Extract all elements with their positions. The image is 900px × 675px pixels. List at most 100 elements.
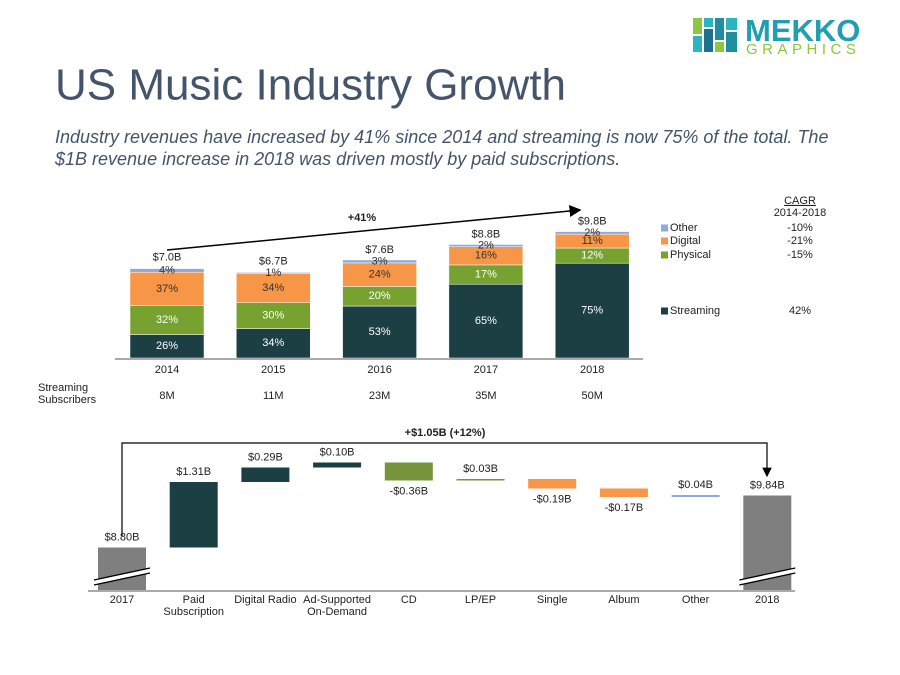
waterfall-bar [313,462,362,468]
value-label: $0.03B [463,463,498,475]
legend-label: Streaming [670,305,720,317]
value-label: -$0.19B [533,493,572,505]
total-label: $8.8B [472,228,501,240]
legend-label: Physical [670,249,711,261]
axis-break [739,568,796,585]
bar-segment [342,259,417,264]
page-title: US Music Industry Growth [55,61,566,110]
x-tick-label: Other [681,594,710,606]
segment-label: 24% [369,269,391,281]
legend-swatch [661,307,668,315]
waterfall-bar [98,547,146,590]
cagr-value: 42% [789,305,811,317]
x-tick-label: 2015 [261,364,285,376]
bridge-arrow [121,442,772,536]
bridge-annotation: +$1.05B (+12%) [405,427,486,439]
cagr-title: CAGR [784,195,816,207]
legend-swatch [661,224,668,232]
total-label: $9.8B [578,215,607,227]
growth-annotation: +41% [348,212,377,224]
waterfall-bar [528,479,577,489]
waterfall-bar [241,467,290,482]
waterfall-bar [599,488,648,497]
x-tick-label: 2017 [474,364,498,376]
logo-brand: MEKKO [745,13,860,48]
bar-segment [129,305,205,335]
value-label: $8.80B [105,531,140,543]
subscriber-value: 35M [475,390,496,402]
bar-segment [554,231,630,235]
segment-label: 20% [369,290,391,302]
axis-break-line [739,567,796,581]
waterfall-bar [169,482,218,548]
subtitle: Industry revenues have increased by 41% … [55,127,829,169]
x-tick-label: Paid Subscription [163,594,224,618]
value-label: $0.29B [248,451,283,463]
subscriber-value: 11M [263,390,284,402]
x-tick-label: Digital Radio [234,594,297,606]
axis-break-line [93,567,151,581]
segment-label: 34% [262,337,284,349]
x-tick-label: 2014 [155,364,179,376]
legend-label: Digital [670,235,701,247]
value-label: -$0.36B [390,485,429,497]
segment-label: 11% [582,235,603,247]
segment-label: 2% [478,240,494,252]
segment-label: 65% [475,315,497,327]
bar-segment [129,271,205,306]
cagr-value: -10% [787,222,813,234]
axis-break [94,568,150,585]
x-tick-label: LP/EP [464,594,497,606]
segment-label: 32% [156,314,178,326]
value-label: $0.10B [320,446,355,458]
total-label: $7.6B [365,244,394,256]
logo-icon [693,18,737,52]
bar-segment [129,268,205,273]
axis-break-line [739,572,796,586]
bar-segment [236,273,311,303]
segment-label: 2% [584,227,600,239]
value-label: -$0.17B [605,502,644,514]
axis-break-line [93,572,151,586]
x-tick-label: Single [536,594,568,606]
value-label: $9.84B [750,479,785,491]
waterfall-bar [671,495,720,497]
segment-label: 16% [475,250,497,262]
legend-swatch [661,237,668,245]
waterfall-bar [384,462,433,481]
x-tick-label: 2018 [755,594,780,606]
legend-label: Other [670,222,698,234]
legend-swatch [661,251,668,259]
segment-label: 34% [262,282,284,294]
x-tick-label: 2018 [580,364,604,376]
x-tick-label: 2017 [109,594,135,606]
cagr-value: -15% [787,249,813,261]
bar-segment [236,272,311,274]
segment-label: 4% [159,264,175,276]
segment-label: 26% [156,340,178,352]
logo-tagline: GRAPHICS [746,41,860,58]
growth-arrow [166,205,582,251]
x-tick-label: Album [608,594,640,606]
segment-label: 12% [581,250,603,262]
total-label: $7.0B [153,252,182,264]
x-tick-label: CD [400,594,417,606]
segment-label: 17% [475,268,497,280]
segment-label: 30% [262,310,284,322]
bar-segment [236,328,311,359]
subscribers-label: Streaming Subscribers [38,382,97,406]
waterfall-bar [456,479,505,481]
x-tick-label: Ad-Supported On-Demand [303,594,372,618]
subscriber-value: 50M [581,390,602,402]
cagr-period: 2014-2018 [774,207,827,219]
segment-label: 37% [156,283,178,295]
value-label: $0.04B [678,479,713,491]
subscriber-value: 23M [369,390,390,402]
segment-label: 1% [265,267,281,279]
bar-segment [554,262,630,359]
segment-label: 3% [372,255,388,267]
bar-segment [448,283,524,359]
bar-segment [236,302,311,329]
cagr-value: -21% [787,235,813,247]
